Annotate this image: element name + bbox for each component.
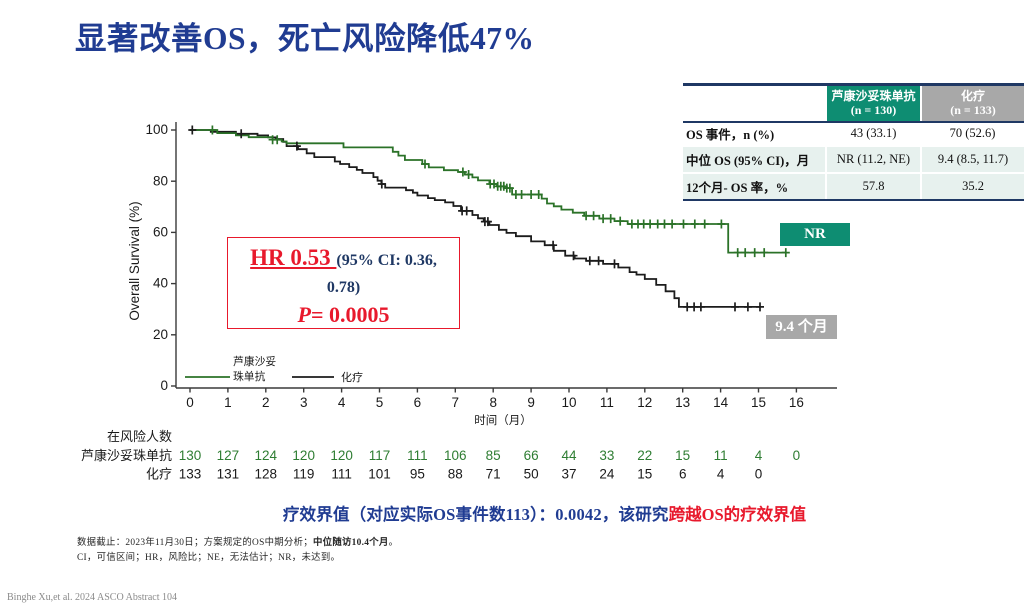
svg-text:15: 15 <box>637 467 652 482</box>
svg-text:0: 0 <box>793 448 801 463</box>
svg-text:5: 5 <box>376 395 384 410</box>
svg-text:131: 131 <box>217 467 240 482</box>
svg-text:11: 11 <box>600 395 614 410</box>
svg-text:124: 124 <box>255 448 278 463</box>
svg-text:16: 16 <box>789 395 804 410</box>
svg-text:24: 24 <box>599 467 615 482</box>
svg-text:120: 120 <box>330 448 353 463</box>
svg-text:20: 20 <box>153 327 168 342</box>
svg-text:106: 106 <box>444 448 467 463</box>
svg-text:130: 130 <box>179 448 202 463</box>
svg-text:10: 10 <box>561 395 576 410</box>
svg-text:0: 0 <box>755 467 763 482</box>
svg-text:50: 50 <box>524 467 539 482</box>
svg-text:6: 6 <box>414 395 422 410</box>
svg-text:66: 66 <box>524 448 539 463</box>
svg-text:12: 12 <box>637 395 652 410</box>
svg-text:8: 8 <box>489 395 497 410</box>
svg-text:60: 60 <box>153 224 168 239</box>
svg-text:22: 22 <box>637 448 652 463</box>
svg-text:9: 9 <box>527 395 535 410</box>
svg-text:4: 4 <box>338 395 346 410</box>
svg-text:芦康沙妥: 芦康沙妥 <box>233 354 276 368</box>
svg-text:100: 100 <box>145 122 168 137</box>
svg-text:111: 111 <box>407 448 428 463</box>
svg-text:101: 101 <box>368 467 391 482</box>
svg-text:4: 4 <box>755 448 763 463</box>
svg-text:128: 128 <box>255 467 278 482</box>
svg-text:6: 6 <box>679 467 687 482</box>
svg-text:0: 0 <box>160 378 168 393</box>
svg-text:119: 119 <box>293 467 315 482</box>
svg-text:4: 4 <box>717 467 725 482</box>
svg-text:珠单抗: 珠单抗 <box>233 369 266 383</box>
svg-text:时间（月）: 时间（月） <box>474 414 532 427</box>
svg-text:Overall Survival (%): Overall Survival (%) <box>127 201 142 320</box>
svg-text:15: 15 <box>751 395 766 410</box>
svg-text:化疗: 化疗 <box>146 467 172 482</box>
svg-text:化疗: 化疗 <box>341 370 363 384</box>
svg-text:111: 111 <box>331 467 352 482</box>
svg-text:127: 127 <box>217 448 240 463</box>
svg-text:117: 117 <box>369 448 391 463</box>
svg-text:95: 95 <box>410 467 425 482</box>
svg-text:37: 37 <box>561 467 576 482</box>
svg-text:44: 44 <box>561 448 577 463</box>
svg-text:0: 0 <box>186 395 194 410</box>
svg-text:133: 133 <box>179 467 202 482</box>
svg-text:120: 120 <box>292 448 315 463</box>
svg-text:2: 2 <box>262 395 270 410</box>
svg-text:80: 80 <box>153 173 168 188</box>
svg-text:在风险人数: 在风险人数 <box>107 429 172 444</box>
svg-text:3: 3 <box>300 395 308 410</box>
svg-text:芦康沙妥珠单抗: 芦康沙妥珠单抗 <box>81 448 172 463</box>
svg-text:40: 40 <box>153 276 168 291</box>
svg-text:33: 33 <box>599 448 614 463</box>
svg-text:1: 1 <box>224 395 232 410</box>
svg-text:13: 13 <box>675 395 690 410</box>
svg-text:11: 11 <box>714 448 728 463</box>
svg-text:14: 14 <box>713 395 729 410</box>
svg-text:71: 71 <box>486 467 501 482</box>
svg-text:7: 7 <box>452 395 460 410</box>
svg-text:85: 85 <box>486 448 501 463</box>
svg-text:15: 15 <box>675 448 690 463</box>
svg-text:88: 88 <box>448 467 463 482</box>
